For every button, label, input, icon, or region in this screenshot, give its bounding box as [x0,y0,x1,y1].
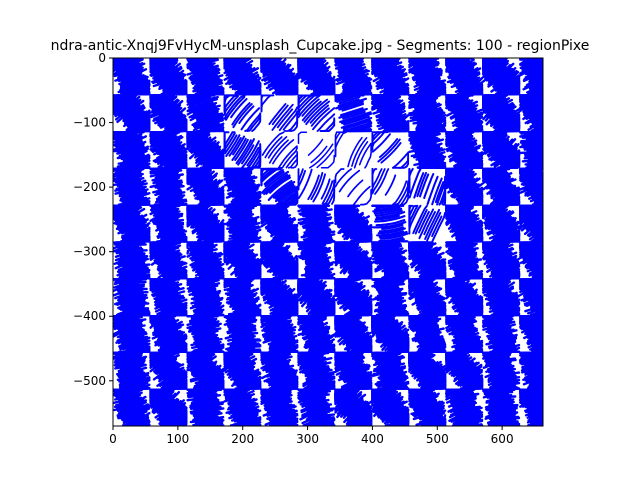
hatch-stroke [282,241,298,242]
y-tick-label: −200 [73,180,106,194]
hatch-stroke [542,230,557,241]
hatch-stroke [542,233,557,242]
hatch-stroke [391,94,408,95]
y-tick-label: −500 [73,374,106,388]
x-tick-label: 0 [109,432,117,446]
hatch-stroke [503,203,519,204]
x-tick-label: 200 [231,432,254,446]
hatch-stroke [543,234,556,241]
chart-title: ndra-antic-Xnqj9FvHycM-unsplash_Cupcake.… [51,38,590,54]
y-tick-label: 0 [98,51,106,65]
x-tick-label: 500 [426,432,449,446]
x-tick-label: 400 [361,432,384,446]
x-axis: 0 100 200 300 400 500 600 [109,426,513,446]
hatch-stroke [168,388,186,389]
hatch-stroke [543,231,556,242]
x-tick-label: 600 [491,432,514,446]
hatch-stroke [538,131,556,132]
x-tick-label: 100 [166,432,189,446]
y-tick-label: −300 [73,245,106,259]
y-tick-label: −400 [73,309,106,323]
hatch-stroke [461,93,482,94]
y-axis: 0 −100 −200 −300 −400 −500 [73,51,113,388]
x-tick-label: 300 [296,432,319,446]
hatch-stroke [543,233,556,242]
y-tick-label: −100 [73,116,106,130]
hatch-stroke [542,200,556,205]
hatch-stroke [203,388,224,389]
hatch-stroke [386,130,408,131]
